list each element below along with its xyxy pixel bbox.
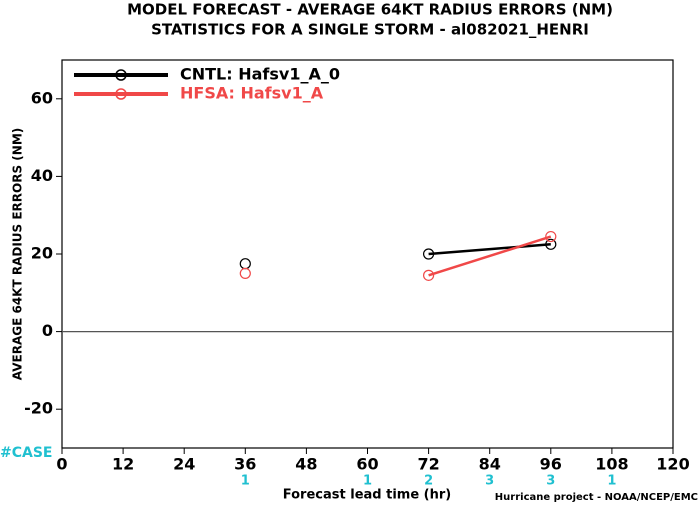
footer: Hurricane project - NOAA/NCEP/EMC xyxy=(495,492,698,503)
point xyxy=(545,238,557,250)
y-tick-label: 60 xyxy=(31,88,53,107)
series-line xyxy=(428,235,552,277)
case-label: #CASE xyxy=(0,445,53,461)
x-tick-label: 24 xyxy=(173,455,195,474)
case-count: 1 xyxy=(363,474,372,489)
x-tick-label: 96 xyxy=(540,455,562,474)
y-tick-label: 40 xyxy=(31,166,53,185)
point xyxy=(545,230,557,243)
x-tick-label: 0 xyxy=(56,455,67,474)
legend-marker xyxy=(115,88,127,100)
chart-subtitle: STATISTICS FOR A SINGLE STORM - al082021… xyxy=(151,21,589,39)
x-tick-label: 72 xyxy=(417,455,439,474)
x-tick-label: 120 xyxy=(656,455,689,474)
x-tick-label: 84 xyxy=(479,455,501,474)
case-count: 1 xyxy=(241,474,250,489)
point xyxy=(423,248,435,260)
y-tick-label: -20 xyxy=(24,399,53,418)
x-axis-label: Forecast lead time (hr) xyxy=(283,488,451,503)
x-tick-label: 12 xyxy=(112,455,134,474)
x-tick-label: 48 xyxy=(295,455,317,474)
point xyxy=(423,269,435,281)
point xyxy=(239,258,251,270)
legend-marker xyxy=(115,69,127,81)
case-count: 2 xyxy=(424,474,433,489)
point xyxy=(239,267,251,279)
case-count: 1 xyxy=(607,474,616,489)
y-tick-label: 20 xyxy=(31,244,53,263)
y-tick-label: 0 xyxy=(42,321,53,340)
case-count: 3 xyxy=(485,474,494,489)
plot-frame xyxy=(61,59,674,449)
y-axis-label: AVERAGE 64KT RADIUS ERRORS (NM) xyxy=(11,128,25,380)
legend-label: HFSA: Hafsv1_A xyxy=(180,84,324,103)
x-tick-label: 108 xyxy=(595,455,628,474)
legend-label: CNTL: Hafsv1_A_0 xyxy=(180,65,340,84)
case-count: 3 xyxy=(546,474,555,489)
chart-title: MODEL FORECAST - AVERAGE 64KT RADIUS ERR… xyxy=(127,1,613,19)
x-tick-label: 60 xyxy=(356,455,378,474)
series-line xyxy=(428,243,551,256)
x-tick-label: 36 xyxy=(234,455,256,474)
